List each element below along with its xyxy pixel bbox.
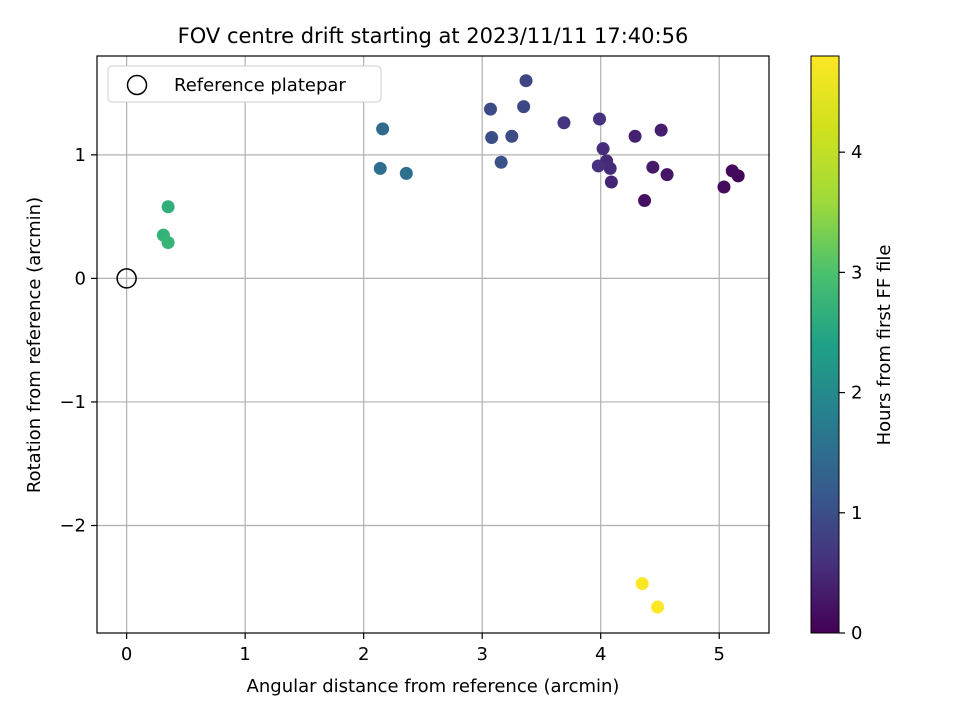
- data-point: [593, 112, 607, 126]
- data-point: [483, 102, 497, 116]
- data-point: [376, 122, 390, 136]
- reference-marker: [116, 268, 137, 289]
- x-tick-label: 1: [239, 644, 250, 665]
- x-tick-label: 0: [121, 644, 132, 665]
- data-point: [519, 74, 533, 88]
- legend-marker-icon: [126, 74, 148, 96]
- data-point: [161, 200, 175, 214]
- data-points: [116, 74, 745, 614]
- x-tick-label: 5: [713, 644, 724, 665]
- colorbar-tick-label: 2: [851, 383, 862, 404]
- y-tick-label: 1: [75, 145, 86, 166]
- colorbar-tick-label: 4: [851, 142, 862, 163]
- x-axis-ticks: 0 1 2 3 4 5: [121, 633, 725, 665]
- legend-entry-label: Reference platepar: [174, 75, 346, 96]
- data-point: [494, 155, 508, 169]
- colorbar: 0 1 2 3 4 Hours from first FF file: [810, 55, 895, 644]
- legend-box: [107, 65, 382, 103]
- colorbar-ticks: 0 1 2 3 4: [839, 142, 862, 644]
- data-point: [725, 164, 739, 178]
- colorbar-tick-label: 0: [851, 623, 862, 644]
- legend: Reference platepar: [107, 65, 382, 103]
- data-point: [399, 166, 413, 180]
- data-point: [596, 142, 610, 156]
- colorbar-tick-label: 1: [851, 503, 862, 524]
- y-tick-label: −2: [59, 516, 86, 537]
- plot-frame: [96, 55, 770, 634]
- colorbar-gradient: [810, 55, 840, 634]
- data-point: [161, 236, 175, 250]
- data-point: [485, 131, 499, 145]
- data-point: [591, 159, 605, 173]
- colorbar-tick-label: 3: [851, 262, 862, 283]
- x-tick-label: 2: [358, 644, 369, 665]
- y-axis-ticks: −2 −1 0 1: [59, 145, 97, 537]
- data-point: [373, 161, 387, 175]
- data-point: [628, 129, 642, 143]
- data-point: [604, 175, 618, 189]
- chart-title: FOV centre drift starting at 2023/11/11 …: [178, 24, 689, 48]
- data-point: [717, 180, 731, 194]
- x-tick-label: 4: [595, 644, 606, 665]
- x-tick-label: 3: [476, 644, 487, 665]
- data-point: [505, 129, 519, 143]
- data-point: [557, 116, 571, 130]
- data-point: [646, 160, 660, 174]
- data-point: [517, 100, 531, 114]
- data-point: [638, 194, 652, 208]
- y-tick-label: −1: [59, 392, 86, 413]
- data-point: [651, 600, 665, 614]
- x-axis-label: Angular distance from reference (arcmin): [247, 676, 620, 697]
- y-tick-label: 0: [75, 268, 86, 289]
- data-point: [654, 123, 668, 137]
- data-point: [660, 168, 674, 182]
- grid-lines: [97, 56, 769, 633]
- colorbar-label: Hours from first FF file: [874, 245, 895, 446]
- data-point: [635, 577, 649, 591]
- y-axis-label: Rotation from reference (arcmin): [24, 197, 45, 493]
